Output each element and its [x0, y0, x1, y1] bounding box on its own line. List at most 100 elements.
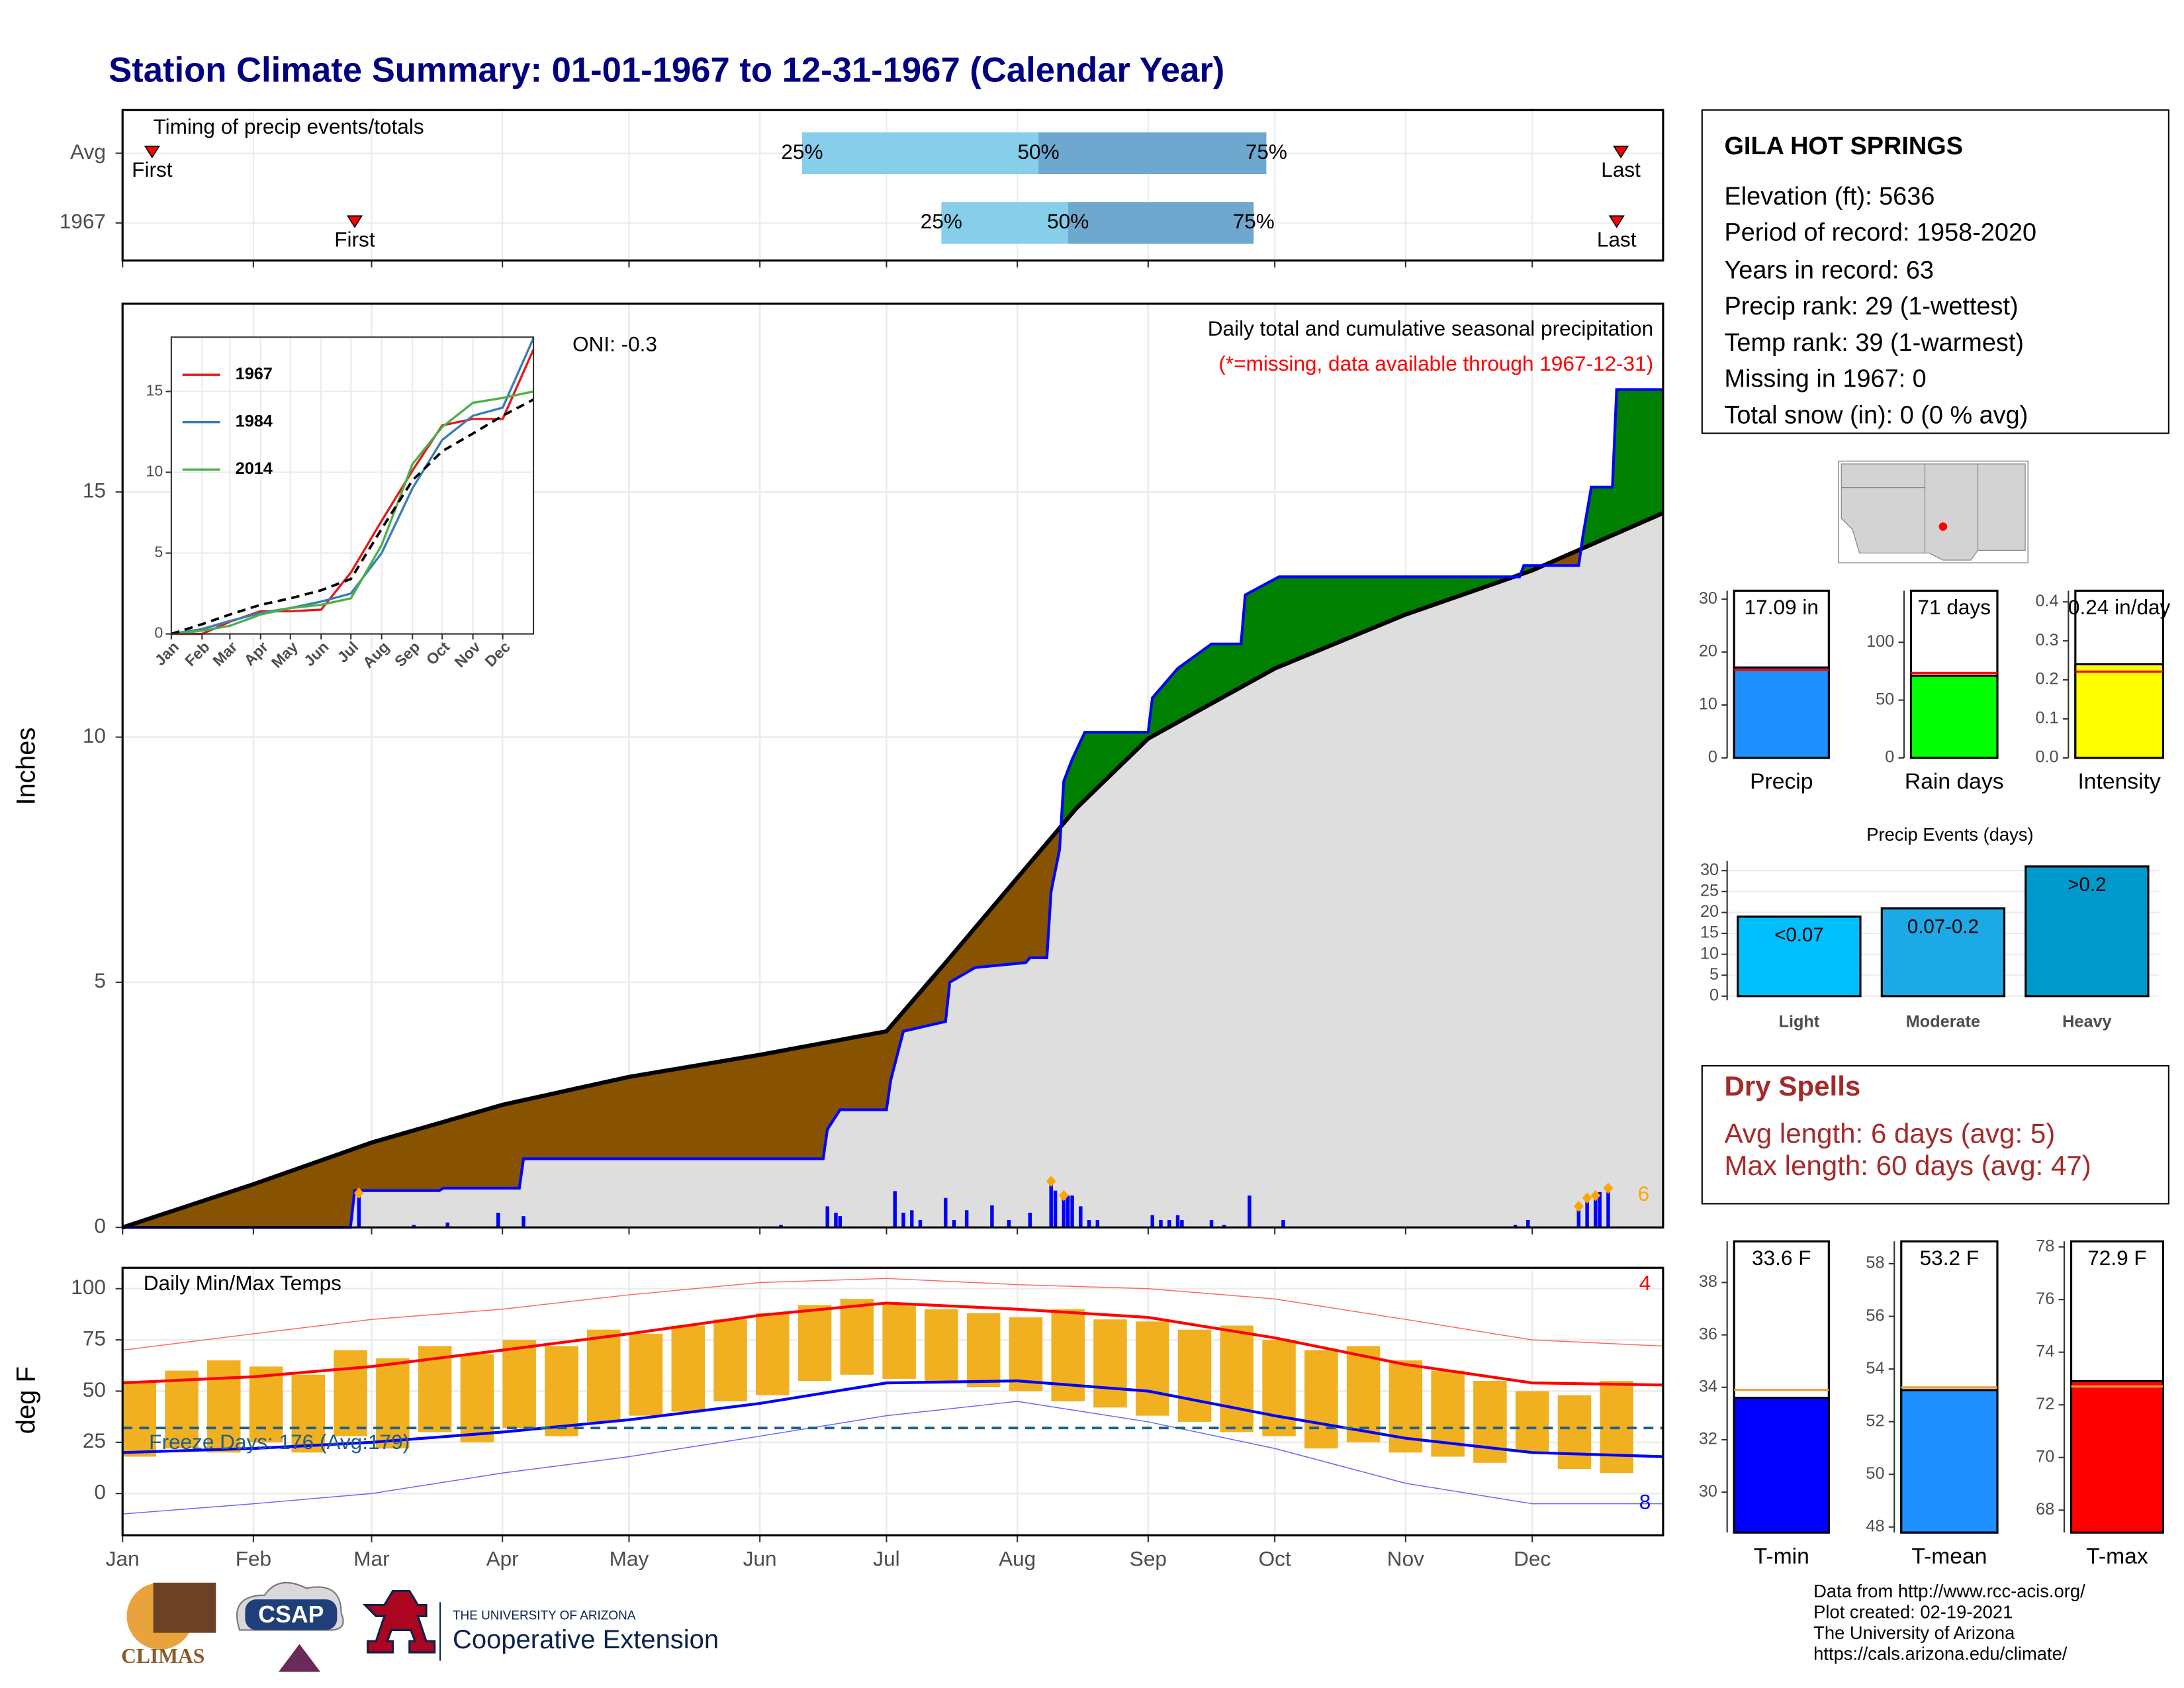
- x-tick-label: Dec: [1514, 1547, 1551, 1571]
- csap-mountain: [278, 1644, 321, 1672]
- credit-line: Plot created: 02-19-2021: [1813, 1601, 2013, 1622]
- y-tick-label: 78: [2036, 1237, 2054, 1255]
- value-label-box: 72.9 F: [2087, 1247, 2147, 1271]
- y-tick-label: 10: [83, 724, 106, 747]
- temp-range-bar: [334, 1350, 367, 1436]
- temp-range-bar: [291, 1374, 326, 1453]
- daily-bar: [1028, 1212, 1032, 1228]
- quartile-bar: [1038, 132, 1267, 175]
- y-tick-label: 36: [1699, 1325, 1717, 1343]
- daily-bar: [910, 1210, 914, 1228]
- chart-title: Precip Events (days): [1866, 824, 2033, 845]
- daily-bar: [779, 1225, 783, 1228]
- daily-bar: [1598, 1192, 1602, 1228]
- max-count: 4: [1639, 1271, 1651, 1295]
- y-tick-label: 0: [1885, 748, 1894, 767]
- y-tick-label: 25: [1700, 881, 1719, 900]
- temp-range-bar: [1009, 1317, 1043, 1391]
- climas-logo: [153, 1582, 216, 1633]
- daily-bar: [893, 1191, 897, 1228]
- panel-subtitle: Daily total and cumulative seasonal prec…: [1208, 316, 1653, 340]
- info-line: Years in record: 63: [1724, 256, 1934, 284]
- daily-bar: [1222, 1225, 1226, 1228]
- daily-bar: [1062, 1196, 1066, 1228]
- category-label: Precip: [1750, 770, 1813, 794]
- value-label: 0.24 in/day: [2068, 596, 2171, 620]
- temp-range-bar: [1557, 1395, 1592, 1470]
- station-dot: [1938, 522, 1948, 531]
- temp-range-bar: [502, 1340, 536, 1429]
- plot-frame: [121, 303, 1664, 1229]
- series-line: [171, 390, 534, 635]
- daily-bar: [944, 1197, 948, 1228]
- daily-bar: [1526, 1220, 1530, 1228]
- daily-bar: [1594, 1196, 1598, 1228]
- y-tick-label: 75: [83, 1326, 106, 1350]
- observed-line: [122, 388, 1663, 1229]
- info-line: Missing in 1967: 0: [1724, 365, 1926, 393]
- value-label: <0.07: [1774, 924, 1824, 946]
- panel-note: (*=missing, data available through 1967-…: [1218, 352, 1653, 375]
- y-tick-label: 15: [1700, 923, 1719, 942]
- logo-text: THE UNIVERSITY OF ARIZONA: [453, 1609, 636, 1622]
- daily-bar: [1087, 1220, 1091, 1228]
- y-tick-label: 15: [146, 381, 163, 399]
- daily-bar: [1576, 1206, 1581, 1228]
- y-tick-label: 48: [1866, 1517, 1884, 1535]
- daily-bar: [1175, 1215, 1180, 1228]
- oni-label: ONI: -0.3: [572, 332, 657, 355]
- map-land: [1841, 463, 2026, 561]
- quartile-label: 25%: [781, 140, 823, 164]
- dry-spells-line: Max length: 60 days (avg: 47): [1724, 1150, 2091, 1181]
- temp-range-bar: [756, 1313, 790, 1395]
- y-tick-label: 52: [1866, 1411, 1884, 1430]
- x-tick-label: Mar: [353, 1547, 389, 1571]
- category-label: T-max: [2086, 1544, 2148, 1569]
- y-tick-label: 5: [1709, 965, 1719, 984]
- y-tick-label: 5: [154, 543, 163, 561]
- daily-bar: [1585, 1197, 1589, 1228]
- dry-spells-line: Avg length: 6 days (avg: 5): [1724, 1117, 2055, 1149]
- temp-range-bar: [1051, 1309, 1085, 1401]
- value-label: 71 days: [1917, 596, 1991, 620]
- daily-bar: [522, 1216, 525, 1228]
- y-tick-label: 25: [83, 1429, 106, 1452]
- daily-bar: [1167, 1220, 1171, 1228]
- daily-bar: [1209, 1220, 1214, 1228]
- y-tick-label: 76: [2036, 1289, 2054, 1308]
- daily-bar: [496, 1212, 500, 1228]
- x-tick-label: Light: [1779, 1012, 1820, 1031]
- temp-range-bar: [925, 1309, 958, 1382]
- event-marker: [346, 215, 363, 228]
- bar: [1880, 907, 2006, 998]
- temp-range-bar: [629, 1333, 663, 1416]
- y-tick-label: 0.4: [2035, 592, 2058, 610]
- daily-bar: [1281, 1220, 1285, 1228]
- temp-range-bar: [1515, 1391, 1549, 1453]
- y-tick-label: 20: [1700, 902, 1719, 921]
- value-label-box: 53.2 F: [1920, 1247, 1979, 1271]
- daily-bar: [1180, 1220, 1184, 1228]
- legend-label: 1967: [236, 365, 273, 383]
- y-axis-label: deg F: [12, 1366, 41, 1434]
- quartile-label: 75%: [1246, 140, 1287, 164]
- value-label-box: 71 days: [1917, 596, 1991, 620]
- logo-text: Cooperative Extension: [453, 1625, 719, 1654]
- daily-bar: [901, 1212, 905, 1228]
- x-tick-label: Sep: [1130, 1547, 1167, 1571]
- bar: [1733, 666, 1830, 759]
- count-label: 6: [1638, 1182, 1650, 1205]
- dry-spells-box: [1701, 1065, 2169, 1205]
- series-line: [171, 398, 534, 635]
- x-tick-label: Feb: [236, 1547, 271, 1571]
- y-axis-label: Inches: [12, 727, 41, 806]
- logo-text: CSAP: [258, 1601, 324, 1628]
- plot-frame: [121, 1266, 1664, 1536]
- y-tick-label: 100: [71, 1275, 106, 1299]
- legend-label: 2014: [236, 459, 273, 478]
- bar: [1733, 1397, 1830, 1534]
- y-tick-label: 70: [2036, 1447, 2054, 1466]
- daily-bar: [1150, 1215, 1154, 1228]
- y-tick-label: 0: [1709, 986, 1719, 1005]
